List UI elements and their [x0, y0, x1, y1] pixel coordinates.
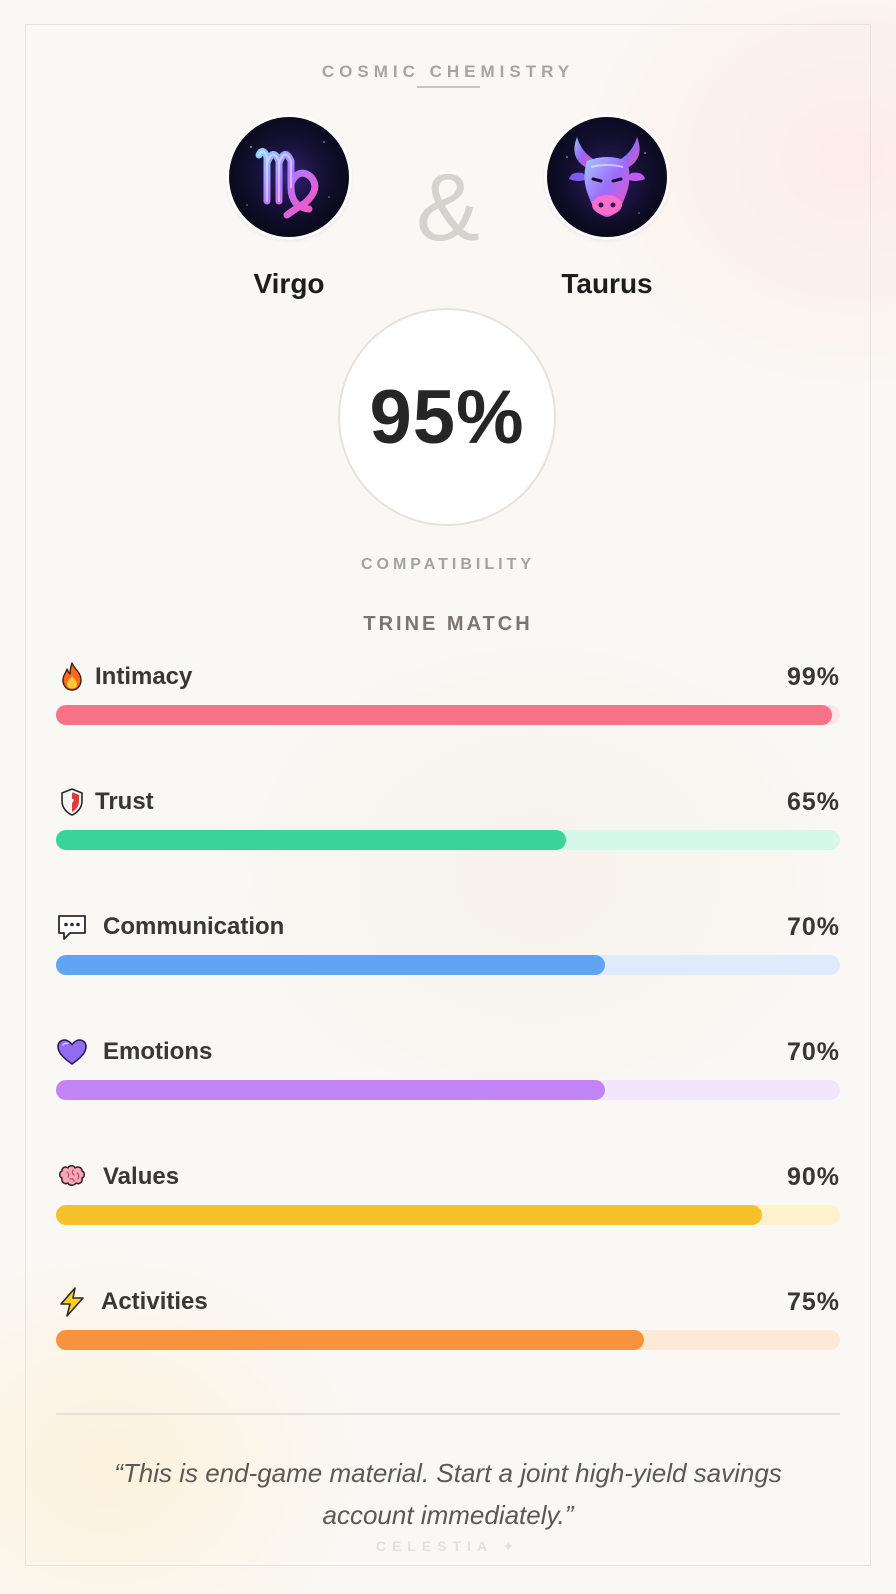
- metric-percent-activities: 75%: [786, 1288, 840, 1316]
- metric-fill-activities: [56, 1330, 644, 1350]
- section-divider: [56, 1413, 840, 1415]
- ampersand-separator: &: [415, 154, 481, 261]
- metric-fill-communication: [56, 955, 605, 975]
- metric-percent-trust: 65%: [786, 788, 840, 816]
- metric-track-values: [56, 1205, 840, 1225]
- metric-fill-values: [56, 1205, 762, 1225]
- metric-label-trust: Trust: [95, 788, 154, 815]
- metric-percent-communication: 70%: [786, 913, 840, 941]
- compatibility-score: 95%: [369, 374, 525, 460]
- right-sign-name: Taurus: [561, 268, 653, 299]
- metric-label-communication: Communication: [103, 913, 285, 940]
- metric-fill-trust: [56, 830, 566, 850]
- compatibility-card: [25, 24, 871, 1566]
- metric-row-trust: Trust 65%: [56, 788, 840, 868]
- virgo-zodiac-icon: [231, 119, 347, 235]
- metric-percent-values: 90%: [786, 1163, 840, 1191]
- metric-fill-emotions: [56, 1080, 605, 1100]
- brain-icon: [56, 1161, 88, 1193]
- metric-track-activities: [56, 1330, 840, 1350]
- metric-percent-intimacy: 99%: [786, 663, 840, 691]
- metric-label-activities: Activities: [101, 1288, 208, 1315]
- lightning-icon: [56, 1286, 88, 1318]
- brand-watermark: CELESTIA ✦: [375, 1538, 521, 1554]
- metric-fill-intimacy: [56, 705, 833, 725]
- virgo-avatar: [229, 117, 349, 237]
- left-sign-name: Virgo: [253, 268, 325, 299]
- taurus-avatar: [547, 117, 667, 237]
- metric-label-values: Values: [103, 1163, 180, 1190]
- purple-heart-icon: [56, 1036, 88, 1068]
- fire-icon: [56, 661, 88, 693]
- metric-label-emotions: Emotions: [103, 1038, 213, 1065]
- metric-percent-emotions: 70%: [786, 1038, 840, 1066]
- metric-row-intimacy: Intimacy 99%: [56, 661, 840, 743]
- shield-icon: [56, 786, 88, 818]
- speech-bubble-icon: [56, 911, 88, 943]
- compatibility-label: COMPATIBILITY: [360, 556, 536, 573]
- metric-track-trust: [56, 830, 840, 850]
- metric-row-activities: Activities 75%: [56, 1286, 840, 1368]
- metric-row-communication: Communication 70%: [56, 913, 840, 993]
- section-kicker: COSMIC CHEMISTRY: [321, 62, 575, 81]
- metric-track-intimacy: [56, 705, 840, 725]
- metric-label-intimacy: Intimacy: [95, 663, 193, 690]
- metric-track-emotions: [56, 1080, 840, 1100]
- match-type-label: TRINE MATCH: [363, 613, 533, 635]
- compatibility-score-ring: 95%: [338, 308, 556, 526]
- taurus-bull-icon: [549, 119, 665, 235]
- metric-track-communication: [56, 955, 840, 975]
- compatibility-quote: “This is end-game material. Start a join…: [114, 1458, 782, 1530]
- metric-row-values: Values 90%: [56, 1163, 840, 1243]
- kicker-underline: [417, 86, 480, 88]
- metric-row-emotions: Emotions 70%: [56, 1038, 840, 1118]
